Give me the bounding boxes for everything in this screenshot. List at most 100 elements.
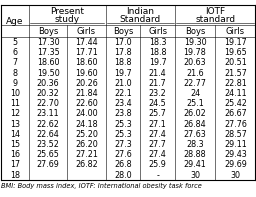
Text: Indian: Indian [126,7,154,17]
Text: Boys: Boys [185,27,205,36]
Text: 22.81: 22.81 [224,79,247,88]
Text: 26.20: 26.20 [75,140,98,149]
Text: 23.8: 23.8 [114,109,132,118]
Text: 28.0: 28.0 [114,171,132,180]
Text: 21.4: 21.4 [149,69,166,78]
Text: 13: 13 [10,120,20,129]
Text: 19.78: 19.78 [184,48,206,57]
Text: 6: 6 [13,48,18,57]
Text: 18.8: 18.8 [114,58,132,67]
Text: Present: Present [50,7,84,17]
Text: 28.57: 28.57 [224,130,247,139]
Text: 22.64: 22.64 [37,130,59,139]
Text: 25.65: 25.65 [37,150,60,159]
Text: 17.0: 17.0 [114,38,132,47]
Text: 19.50: 19.50 [37,69,59,78]
Text: 25.42: 25.42 [224,99,247,108]
Text: 26.82: 26.82 [75,160,98,169]
Text: 24.18: 24.18 [75,120,98,129]
Text: 25.3: 25.3 [114,120,132,129]
Text: 16: 16 [10,150,20,159]
Text: Girls: Girls [77,27,96,36]
Text: 25.7: 25.7 [149,109,166,118]
Text: 18.8: 18.8 [149,48,166,57]
Text: 17.71: 17.71 [75,48,98,57]
Text: 17: 17 [10,160,20,169]
Text: 29.43: 29.43 [224,150,247,159]
Text: Girls: Girls [226,27,245,36]
Text: 20.63: 20.63 [184,58,206,67]
Text: 10: 10 [10,89,20,98]
Text: 19.7: 19.7 [149,58,166,67]
Text: 24: 24 [190,89,200,98]
Text: 17.35: 17.35 [37,48,59,57]
Text: 24.00: 24.00 [75,109,98,118]
Text: 24.5: 24.5 [149,99,166,108]
Text: 24.11: 24.11 [224,89,247,98]
Text: 19.60: 19.60 [75,69,98,78]
Text: 17.8: 17.8 [114,48,132,57]
Text: 25.1: 25.1 [186,99,204,108]
Text: 18.60: 18.60 [37,58,59,67]
Text: 11: 11 [10,99,20,108]
Text: 19.7: 19.7 [114,69,132,78]
Text: 26.8: 26.8 [114,160,132,169]
Text: 9: 9 [13,79,18,88]
Text: Age: Age [6,17,24,26]
Text: 27.4: 27.4 [149,150,166,159]
Text: 30: 30 [230,171,240,180]
Text: 17.44: 17.44 [75,38,98,47]
Text: 26.02: 26.02 [184,109,206,118]
Text: 21.57: 21.57 [224,69,247,78]
Text: 18: 18 [10,171,20,180]
Text: 22.77: 22.77 [184,79,207,88]
Text: 27.4: 27.4 [149,130,166,139]
Text: 25.9: 25.9 [149,160,166,169]
Text: 21.7: 21.7 [149,79,166,88]
Text: 23.2: 23.2 [149,89,166,98]
Text: 18.60: 18.60 [75,58,98,67]
Text: 19.30: 19.30 [184,38,206,47]
Text: 27.63: 27.63 [184,130,206,139]
Text: 7: 7 [13,58,18,67]
Text: 28.88: 28.88 [184,150,206,159]
Text: 22.70: 22.70 [37,99,60,108]
Text: -: - [156,171,159,180]
Text: 27.21: 27.21 [75,150,98,159]
Text: IOTF: IOTF [205,7,225,17]
Text: 22.1: 22.1 [114,89,132,98]
Text: 5: 5 [13,38,18,47]
Text: 21.0: 21.0 [114,79,132,88]
Text: Standard: Standard [120,15,161,24]
Text: 20.36: 20.36 [37,79,59,88]
Text: 17.30: 17.30 [37,38,59,47]
Text: 20.51: 20.51 [224,58,247,67]
Text: 18.3: 18.3 [149,38,166,47]
Text: 12: 12 [10,109,20,118]
Text: 29.11: 29.11 [224,140,247,149]
Text: 27.69: 27.69 [37,160,60,169]
Text: Boys: Boys [113,27,133,36]
Text: 27.7: 27.7 [149,140,166,149]
Text: 26.67: 26.67 [224,109,247,118]
Text: 19.17: 19.17 [224,38,247,47]
Text: 21.6: 21.6 [186,69,204,78]
Text: BMI: Body mass index, IOTF: International obesity task force: BMI: Body mass index, IOTF: Internationa… [1,183,202,189]
Text: standard: standard [195,15,235,24]
Text: 29.69: 29.69 [224,160,247,169]
Text: study: study [55,15,80,24]
Text: 25.20: 25.20 [75,130,98,139]
Text: 26.84: 26.84 [184,120,206,129]
Text: Girls: Girls [148,27,167,36]
Text: Boys: Boys [38,27,58,36]
Text: 8: 8 [13,69,18,78]
Text: 29.41: 29.41 [184,160,206,169]
Text: 27.76: 27.76 [224,120,247,129]
Text: 14: 14 [10,130,20,139]
Text: 30: 30 [190,171,200,180]
Text: 22.62: 22.62 [37,120,60,129]
Text: 23.11: 23.11 [37,109,59,118]
Text: 20.26: 20.26 [75,79,98,88]
Text: 27.1: 27.1 [149,120,166,129]
Text: 20.32: 20.32 [37,89,59,98]
